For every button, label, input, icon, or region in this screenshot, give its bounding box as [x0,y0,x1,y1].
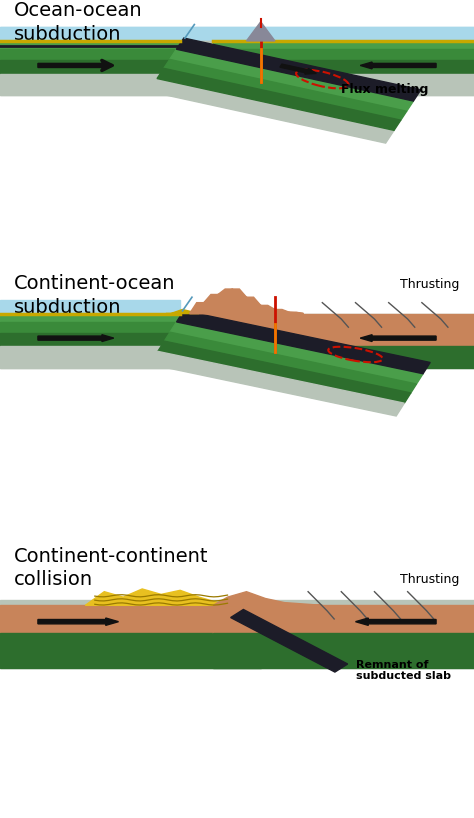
Polygon shape [0,272,474,368]
Polygon shape [190,303,204,313]
Polygon shape [232,289,246,313]
Text: Continent-continent
collision: Continent-continent collision [14,546,209,589]
Polygon shape [213,60,474,74]
Polygon shape [213,74,474,96]
Polygon shape [0,41,474,96]
Text: Continent-ocean
subduction: Continent-ocean subduction [14,274,176,317]
Polygon shape [218,289,232,313]
Polygon shape [0,49,180,60]
Polygon shape [213,605,474,632]
Polygon shape [176,311,430,374]
Polygon shape [85,589,237,605]
Polygon shape [170,49,413,111]
Polygon shape [0,632,261,668]
Polygon shape [213,49,474,60]
Polygon shape [0,605,261,632]
FancyArrow shape [280,64,316,74]
Text: Thrusting: Thrusting [401,278,460,291]
Polygon shape [246,297,261,313]
Polygon shape [0,74,180,96]
Text: Remnant of
subducted slab: Remnant of subducted slab [356,660,450,681]
FancyArrow shape [360,335,436,342]
Polygon shape [213,41,474,49]
Polygon shape [164,60,407,120]
Polygon shape [164,332,417,393]
FancyArrow shape [38,335,114,342]
Polygon shape [190,313,474,346]
Polygon shape [158,341,411,403]
FancyArrow shape [360,62,436,69]
Polygon shape [0,313,474,368]
Polygon shape [0,41,180,49]
Polygon shape [166,309,199,313]
Polygon shape [204,294,218,313]
Polygon shape [157,69,401,130]
Polygon shape [180,41,213,74]
Polygon shape [213,591,322,605]
Polygon shape [0,300,180,313]
Polygon shape [0,27,474,41]
Polygon shape [0,346,180,368]
Polygon shape [213,632,474,668]
Polygon shape [0,60,180,74]
Polygon shape [0,546,474,668]
Polygon shape [246,22,275,41]
FancyArrow shape [38,618,118,625]
Polygon shape [275,309,289,313]
Polygon shape [261,305,275,313]
Text: Flux melting: Flux melting [341,83,428,97]
Text: Thrusting: Thrusting [401,573,460,586]
Polygon shape [231,609,347,672]
FancyArrow shape [356,618,436,625]
Polygon shape [150,352,404,416]
Polygon shape [176,38,421,101]
Polygon shape [289,312,303,313]
Polygon shape [190,289,303,313]
Polygon shape [149,79,394,143]
FancyArrow shape [38,62,114,69]
Polygon shape [0,321,180,333]
Polygon shape [190,346,474,368]
Polygon shape [170,322,423,384]
Polygon shape [0,313,180,321]
Polygon shape [0,333,180,346]
Polygon shape [0,600,474,668]
Text: Ocean-ocean
subduction: Ocean-ocean subduction [14,2,143,44]
